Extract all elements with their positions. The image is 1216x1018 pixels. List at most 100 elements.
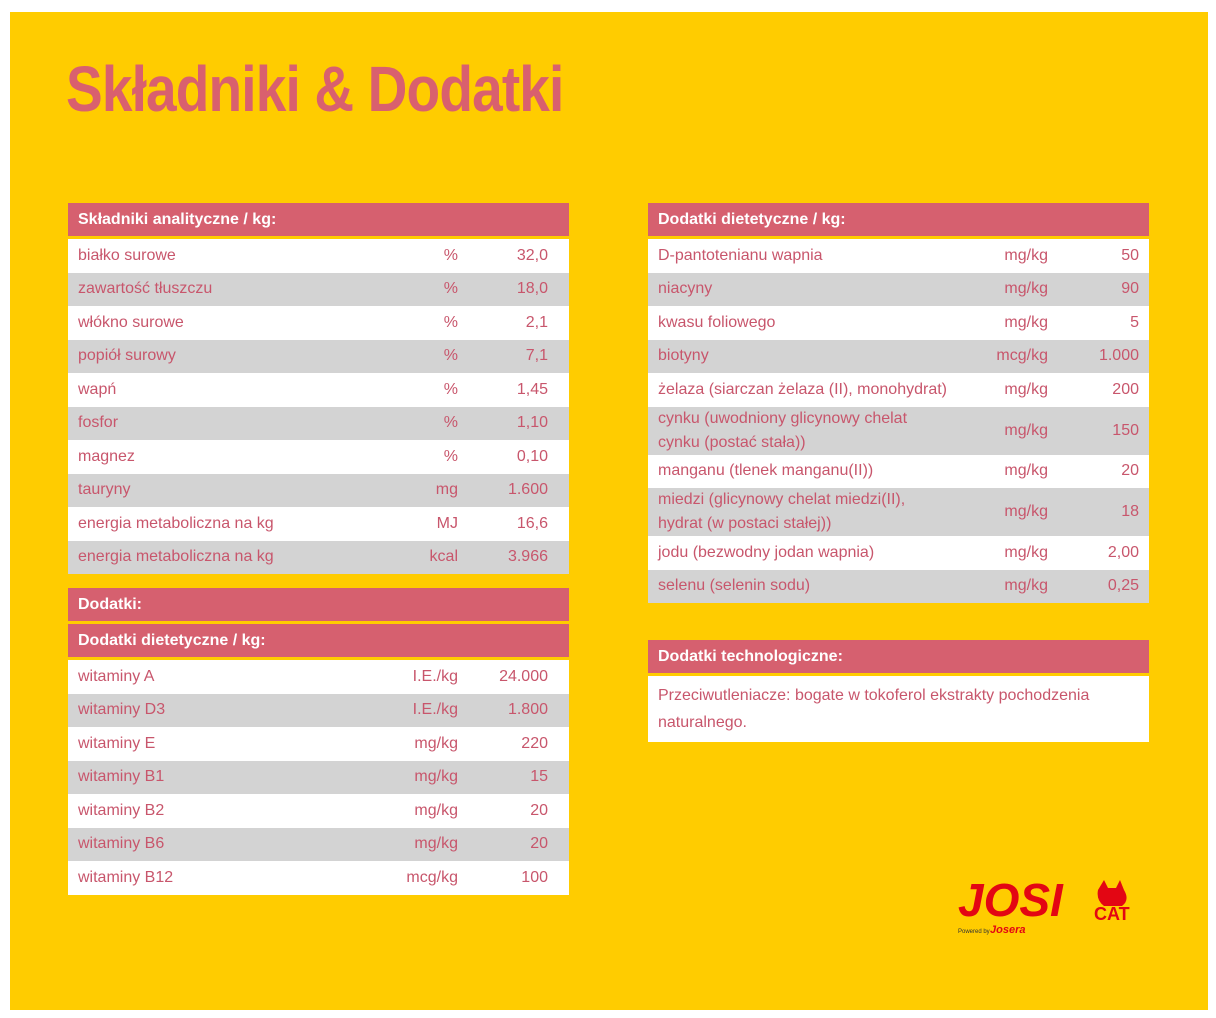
row-value: 220 [521,734,548,752]
logo-maker: Josera [990,924,1025,936]
row-unit: mg/kg [414,801,458,819]
row-value: 0,25 [1107,577,1139,595]
table-header: Dodatki: [68,588,569,621]
logo-graphic: JOSI CAT Powered by Josera [958,874,1130,936]
row-unit: mg/kg [1004,577,1048,595]
technological-table: Dodatki technologiczne: Przeciwutleniacz… [648,640,1149,742]
table-header: Składniki analityczne / kg: [68,203,569,236]
row-unit: % [443,280,458,298]
row-unit: % [443,380,458,398]
row-label: cynku (uwodniony glicynowy chelat cynku … [658,409,908,451]
row-value: 1,45 [516,380,548,398]
row-unit: I.E./kg [412,667,458,685]
row-value: 7,1 [525,347,548,365]
table-row: fosfor% 1,10 [68,406,569,440]
table-row: manganu (tlenek manganu(II)) mg/kg 20 [648,454,1149,488]
row-unit: % [443,347,458,365]
row-label: witaminy B1 [78,768,165,786]
row-unit: mg/kg [414,835,458,853]
row-value: 100 [521,868,548,886]
row-label: selenu (selenin sodu) [658,577,811,595]
table-row: miedzi (glicynowy chelat miedzi(II), hyd… [648,488,1149,536]
row-unit: mg/kg [1004,380,1048,398]
table-row: witaminy B6 mg/kg 20 [68,827,569,861]
table-row: wapń% 1,45 [68,373,569,407]
row-label: tauryny [78,481,131,499]
row-unit: % [443,313,458,331]
row-unit: % [443,447,458,465]
dietary-table: Dodatki dietetyczne / kg: D-pantotenianu… [648,203,1149,603]
row-label: wapń [78,380,117,398]
table-row: witaminy B1 mg/kg 15 [68,760,569,794]
table-header: Dodatki technologiczne: [648,640,1149,673]
row-unit: mg/kg [1004,462,1048,480]
row-unit: mg [435,481,458,499]
table-row: magnez% 0,10 [68,440,569,474]
table-row: energia metaboliczna na kg MJ 16,6 [68,507,569,541]
row-label: witaminy E [78,734,156,752]
row-label: fosfor [78,414,119,432]
row-label: miedzi (glicynowy chelat miedzi(II), hyd… [658,491,906,532]
row-value: 20 [530,801,548,819]
row-unit: MJ [436,514,458,532]
row-label: witaminy D3 [78,701,166,719]
table-subheader: Dodatki dietetyczne / kg: [68,624,569,657]
row-label: D-pantotenianu wapnia [658,246,823,264]
table-row: selenu (selenin sodu) mg/kg 0,25 [648,569,1149,603]
row-unit: mg/kg [414,768,458,786]
table-row: D-pantotenianu wapnia mg/kg 50 [648,239,1149,273]
table-row: włókno surowe% 2,1 [68,306,569,340]
row-label: witaminy B2 [78,801,165,819]
row-unit: mg/kg [414,734,458,752]
row-value: 150 [1112,421,1139,439]
table-row: witaminy B2 mg/kg 20 [68,794,569,828]
row-unit: mg/kg [1004,421,1048,439]
row-value: 2,00 [1107,543,1139,561]
table-row: jodu (bezwodny jodan wapnia) mg/kg 2,00 [648,536,1149,570]
logo-brand: JOSI [958,874,1064,926]
row-unit: I.E./kg [412,701,458,719]
row-unit: mg/kg [1004,280,1048,298]
row-value: 0,10 [516,447,548,465]
row-value: 5 [1130,313,1139,331]
row-label: manganu (tlenek manganu(II)) [658,462,874,480]
row-label: włókno surowe [78,313,184,331]
row-value: 3.966 [507,548,548,566]
row-label: zawartość tłuszczu [78,280,213,298]
row-label: popiół surowy [78,347,176,365]
table-row: tauryny mg 1.600 [68,473,569,507]
row-label: kwasu foliowego [658,313,776,331]
row-label: witaminy A [78,667,155,685]
logo: JOSI CAT Powered by Josera [956,872,1146,942]
row-value: 2,1 [525,313,548,331]
row-unit: mg/kg [1004,246,1048,264]
row-value: 20 [1121,462,1139,480]
table-row: kwasu foliowego mg/kg 5 [648,306,1149,340]
row-unit: mcg/kg [406,868,458,886]
row-unit: % [443,246,458,264]
row-label: energia metaboliczna na kg [78,514,274,532]
row-value: 18 [1121,503,1139,520]
row-unit: mg/kg [1004,503,1048,520]
row-value: 18,0 [516,280,548,298]
table-row: witaminy D3 I.E./kg 1.800 [68,693,569,727]
row-label: magnez [78,447,135,465]
table-row: witaminy A I.E./kg 24.000 [68,660,569,694]
row-label: energia metaboliczna na kg [78,548,274,566]
table-row: cynku (uwodniony glicynowy chelat cynku … [648,406,1149,455]
table-row: witaminy B12 mcg/kg 100 [68,861,569,895]
row-value: 200 [1112,380,1139,398]
row-unit: % [443,414,458,432]
analytical-table: Składniki analityczne / kg: białko surow… [68,203,569,574]
row-unit: mg/kg [1004,543,1048,561]
row-value: 16,6 [516,514,548,532]
row-label: witaminy B12 [78,868,174,886]
row-label: białko surowe [78,246,176,264]
table-row: żelaza (siarczan żelaza (II), monohydrat… [648,373,1149,407]
row-value: 24.000 [499,667,548,685]
row-value: 1.800 [507,701,548,719]
additives-table: Dodatki: Dodatki dietetyczne / kg: witam… [68,588,569,895]
technological-text: Przeciwutleniacze: bogate w tokoferol ek… [648,676,1149,742]
row-value: 1,10 [516,414,548,432]
